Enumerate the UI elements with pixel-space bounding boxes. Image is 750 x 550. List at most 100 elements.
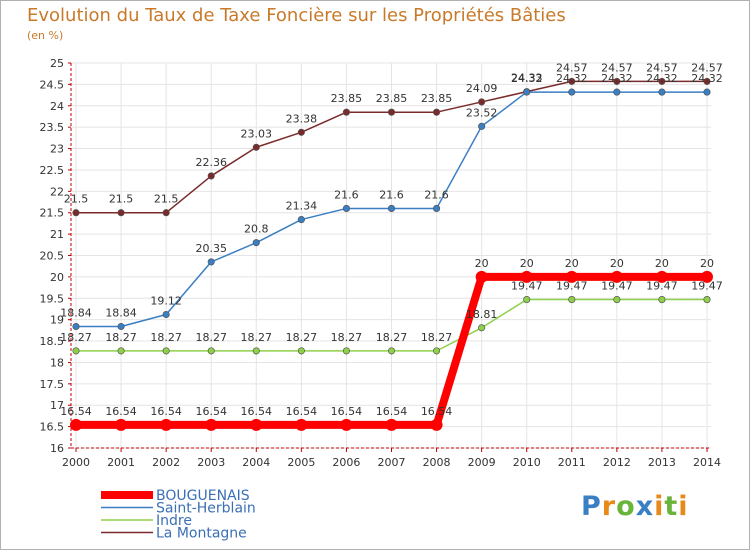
- data-label: 18.27: [195, 331, 227, 344]
- chart-title: Evolution du Taux de Taxe Foncière sur l…: [27, 5, 566, 26]
- data-label: 20: [565, 257, 579, 270]
- data-point: [342, 204, 350, 212]
- logo-letter: x: [635, 491, 655, 522]
- data-point: [703, 88, 711, 96]
- data-point: [162, 310, 170, 319]
- data-point: [433, 108, 441, 116]
- data-point: [523, 296, 531, 304]
- data-label: 24.32: [691, 72, 723, 85]
- series-layer: [70, 77, 713, 431]
- data-label: 16.54: [421, 405, 453, 418]
- logo-letter: r: [601, 491, 617, 522]
- grid-layer: 1616.51717.51818.51919.52020.52121.52222…: [40, 57, 722, 469]
- data-point: [70, 418, 82, 431]
- data-label: 21.34: [286, 200, 318, 213]
- data-label: 20.8: [244, 223, 269, 236]
- y-tick-label: 21: [50, 228, 64, 241]
- data-label: 16.54: [241, 405, 273, 418]
- data-point: [117, 209, 125, 217]
- data-point: [658, 77, 666, 85]
- y-tick-label: 17: [50, 399, 64, 412]
- data-point: [115, 418, 128, 431]
- legend-label: BOUGUENAIS: [156, 488, 250, 504]
- data-point: [475, 270, 488, 283]
- data-point: [703, 77, 711, 85]
- data-label: 19.47: [511, 280, 543, 293]
- data-point: [658, 88, 666, 96]
- x-tick-label: 2008: [423, 456, 451, 469]
- proxiti-logo: Proxiti: [581, 491, 689, 522]
- data-label: 20: [700, 257, 714, 270]
- data-point: [385, 418, 398, 431]
- data-label: 24.57: [556, 61, 588, 74]
- data-label: 23.52: [466, 106, 498, 119]
- legend-label: Indre: [156, 513, 192, 529]
- y-tick-label: 20.5: [40, 250, 65, 263]
- data-label: 24.32: [646, 72, 678, 85]
- data-label: 20: [520, 257, 534, 270]
- data-point: [72, 347, 80, 355]
- data-label: 16.54: [331, 405, 363, 418]
- chart-unit: (en %): [27, 29, 64, 42]
- data-point: [117, 322, 125, 331]
- legend-label: La Montagne: [156, 526, 247, 542]
- logo-letter: o: [616, 491, 636, 522]
- data-label: 18.84: [60, 307, 92, 320]
- data-label: 23.85: [331, 92, 363, 105]
- data-point: [610, 270, 623, 283]
- data-point: [162, 347, 170, 355]
- data-point: [655, 270, 668, 283]
- y-tick-label: 23.5: [40, 121, 65, 134]
- data-point: [433, 347, 441, 355]
- data-label: 18.27: [286, 331, 318, 344]
- data-label: 24.57: [646, 61, 678, 74]
- data-label: 21.6: [334, 188, 359, 201]
- data-label: 18.27: [150, 331, 182, 344]
- data-label: 19.47: [601, 280, 633, 293]
- data-label: 18.27: [241, 331, 273, 344]
- logo-letter: i: [678, 491, 689, 522]
- data-point: [205, 418, 218, 431]
- y-tick-label: 16: [50, 442, 64, 455]
- data-point: [430, 418, 443, 431]
- data-point: [613, 296, 621, 304]
- data-label: 24.32: [511, 72, 543, 85]
- x-tick-label: 2006: [332, 456, 360, 469]
- x-tick-label: 2003: [197, 456, 225, 469]
- data-label: 23.03: [241, 127, 273, 140]
- data-label: 19.47: [646, 280, 678, 293]
- data-point: [478, 98, 486, 106]
- data-point: [433, 204, 441, 212]
- data-label: 21.5: [64, 193, 89, 206]
- data-label: 16.54: [105, 405, 137, 418]
- logo-letter: P: [581, 491, 602, 522]
- data-point: [160, 418, 173, 431]
- data-point: [252, 347, 260, 355]
- x-tick-label: 2002: [152, 456, 180, 469]
- data-label: 24.57: [601, 61, 633, 74]
- data-label: 20: [610, 257, 624, 270]
- data-point: [117, 347, 125, 355]
- data-point: [565, 270, 578, 283]
- data-point: [252, 239, 260, 247]
- x-tick-label: 2010: [513, 456, 541, 469]
- logo-letter: t: [664, 491, 679, 522]
- data-label: 21.6: [424, 188, 449, 201]
- x-tick-label: 2012: [603, 456, 631, 469]
- data-label: 23.85: [376, 92, 408, 105]
- y-tick-label: 16.5: [40, 421, 65, 434]
- data-label: 18.27: [60, 331, 92, 344]
- data-label: 19.47: [691, 280, 723, 293]
- x-tick-label: 2001: [107, 456, 135, 469]
- data-point: [297, 347, 305, 355]
- data-point: [658, 296, 666, 304]
- data-point: [207, 258, 215, 266]
- data-label: 22.36: [195, 156, 227, 169]
- data-point: [568, 77, 576, 85]
- data-point: [342, 108, 350, 116]
- data-label: 16.54: [286, 405, 318, 418]
- x-tick-label: 2014: [693, 456, 721, 469]
- data-label: 18.27: [376, 331, 408, 344]
- x-tick-label: 2004: [242, 456, 270, 469]
